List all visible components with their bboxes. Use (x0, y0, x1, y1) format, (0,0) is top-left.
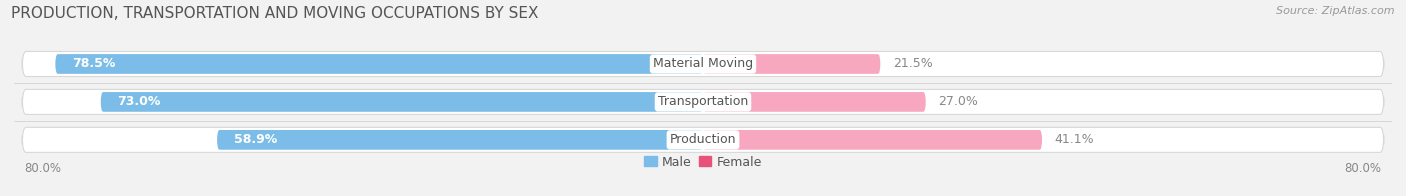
Text: 73.0%: 73.0% (117, 95, 160, 108)
FancyBboxPatch shape (22, 89, 1384, 114)
Text: Material Moving: Material Moving (652, 57, 754, 71)
Text: PRODUCTION, TRANSPORTATION AND MOVING OCCUPATIONS BY SEX: PRODUCTION, TRANSPORTATION AND MOVING OC… (11, 6, 538, 21)
Text: Source: ZipAtlas.com: Source: ZipAtlas.com (1277, 6, 1395, 16)
FancyBboxPatch shape (703, 130, 1042, 150)
Text: 41.1%: 41.1% (1054, 133, 1094, 146)
Text: 78.5%: 78.5% (72, 57, 115, 71)
FancyBboxPatch shape (703, 92, 925, 112)
FancyBboxPatch shape (22, 127, 1384, 152)
FancyBboxPatch shape (55, 54, 703, 74)
FancyBboxPatch shape (703, 54, 880, 74)
Text: 27.0%: 27.0% (938, 95, 979, 108)
Legend: Male, Female: Male, Female (644, 156, 762, 169)
Text: 21.5%: 21.5% (893, 57, 932, 71)
Text: Production: Production (669, 133, 737, 146)
FancyBboxPatch shape (217, 130, 703, 150)
FancyBboxPatch shape (101, 92, 703, 112)
FancyBboxPatch shape (22, 52, 1384, 76)
Text: 58.9%: 58.9% (233, 133, 277, 146)
Text: Transportation: Transportation (658, 95, 748, 108)
